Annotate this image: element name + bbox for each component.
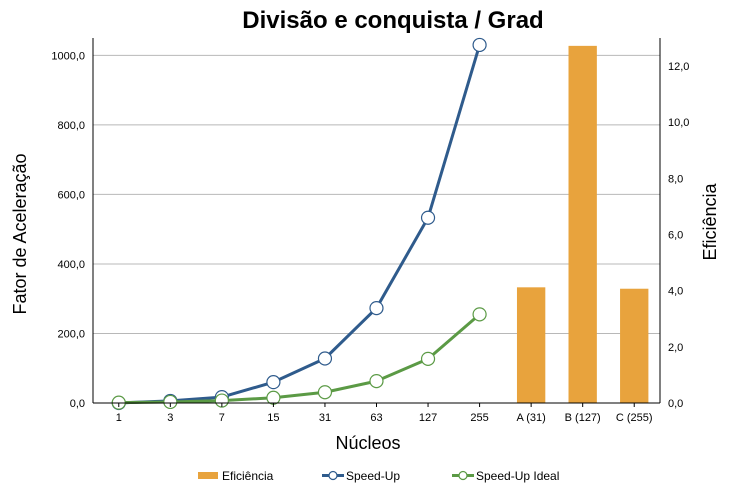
series-point: [369, 374, 384, 389]
x-tick-label: 3: [167, 412, 173, 424]
x-axis-title: Núcleos: [335, 433, 400, 453]
efficiency-bars: [516, 45, 649, 403]
y-left-tick-label: 400,0: [57, 259, 85, 271]
series-point: [163, 394, 178, 410]
x-tick-label: 127: [419, 412, 437, 424]
x-tick-label: 31: [319, 412, 331, 424]
y-right-tick-label: 6,0: [668, 230, 683, 242]
gridlines: [93, 54, 660, 334]
axes: [92, 38, 661, 407]
x-tick-label: 15: [267, 412, 279, 424]
legend-swatch-marker: [458, 470, 468, 481]
series-line: [118, 313, 481, 405]
y-right-tick-label: 10,0: [668, 117, 689, 129]
x-tick-label: 63: [370, 412, 382, 424]
x-tick-label: C (255): [616, 412, 653, 424]
y-left-tick-label: 1000,0: [51, 50, 85, 62]
series-point: [420, 210, 436, 225]
y-right-tick-labels: 0,0 2,0 4,0 6,0 8,0 10,0 12,0: [668, 61, 689, 410]
series-point: [266, 390, 281, 405]
x-tick-labels: 1 3 7 15 31 63 127 255 A (31) B (127) C (255): [116, 412, 653, 424]
chart-title: Divisão e conquista / Grad: [242, 7, 543, 34]
y-left-axis-title: Fator de Aceleração: [10, 153, 30, 314]
y-left-tick-label: 200,0: [57, 328, 85, 340]
x-tick-label: A (31): [516, 412, 545, 424]
y-right-axis-title: Eficiência: [700, 182, 720, 260]
legend: Eficiência Speed-Up Speed-Up Ideal: [198, 469, 559, 483]
y-right-tick-label: 0,0: [668, 398, 683, 410]
series-point: [420, 351, 436, 366]
legend-label: Eficiência: [222, 469, 274, 483]
series-point: [472, 37, 487, 53]
efficiency-bar: [516, 287, 546, 403]
series-point: [472, 307, 487, 322]
x-tick-label: 255: [470, 412, 488, 424]
series-point: [369, 301, 384, 316]
series-lines: [111, 37, 487, 411]
series-point: [214, 393, 229, 408]
y-right-tick-label: 12,0: [668, 61, 689, 73]
legend-swatch-marker: [328, 470, 338, 481]
y-left-tick-label: 800,0: [57, 120, 85, 132]
series-point: [317, 351, 333, 366]
y-left-tick-label: 0,0: [70, 398, 85, 410]
x-tick-label: B (127): [565, 412, 601, 424]
legend-label: Speed-Up Ideal: [476, 469, 559, 483]
efficiency-bar: [620, 288, 649, 403]
y-left-tick-label: 600,0: [57, 189, 85, 201]
y-right-tick-label: 8,0: [668, 173, 683, 185]
x-tick-label: 1: [116, 412, 122, 424]
efficiency-bar: [568, 45, 597, 403]
series-point: [317, 385, 333, 400]
series-point: [266, 375, 281, 390]
y-right-tick-label: 4,0: [668, 286, 683, 298]
legend-swatch-bar: [198, 472, 218, 479]
x-tick-label: 7: [219, 412, 225, 424]
legend-label: Speed-Up: [346, 469, 400, 483]
y-left-tick-labels: 0,0 200,0 400,0 600,0 800,0 1000,0: [51, 50, 85, 410]
y-right-tick-label: 2,0: [668, 342, 683, 354]
